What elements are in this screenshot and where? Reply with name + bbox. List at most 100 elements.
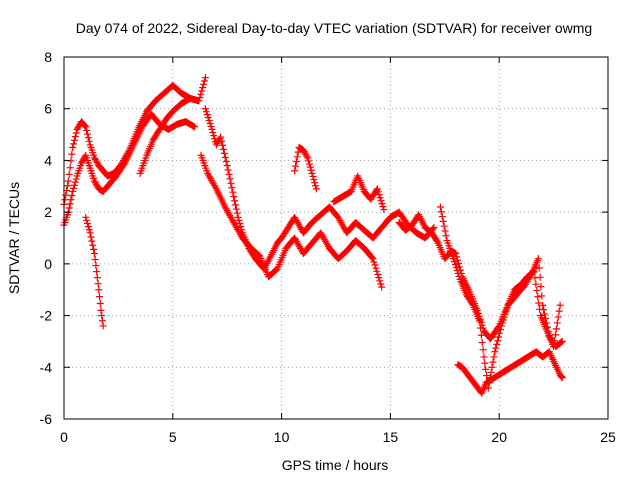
data-point: [369, 255, 377, 263]
data-point: [232, 205, 240, 213]
data-point: [439, 217, 447, 225]
data-point: [500, 313, 508, 321]
series-track-f: [197, 151, 386, 291]
data-point: [371, 261, 379, 269]
data-point: [70, 184, 78, 192]
data-point: [380, 206, 388, 214]
data-point: [455, 263, 463, 271]
series-track-b: [60, 110, 199, 229]
data-point: [481, 359, 489, 367]
data-point: [304, 154, 312, 162]
data-point: [305, 157, 313, 165]
data-point: [96, 300, 104, 308]
y-axis-label: SDTVAR / TECUs: [6, 182, 22, 294]
data-point: [63, 182, 71, 190]
data-point: [82, 123, 90, 131]
data-point: [84, 134, 92, 142]
data-point: [72, 129, 80, 137]
data-point: [66, 164, 74, 172]
data-point: [222, 158, 230, 166]
data-point: [203, 111, 211, 119]
data-point: [293, 153, 301, 161]
series-track-k: [454, 348, 566, 397]
data-point: [196, 94, 204, 102]
data-point: [92, 262, 100, 270]
data-point: [368, 254, 376, 262]
data-point: [220, 149, 228, 157]
data-point: [377, 280, 385, 288]
data-point: [84, 130, 92, 138]
series-track-g: [291, 144, 320, 193]
data-point: [219, 145, 227, 153]
data-point: [70, 181, 78, 189]
data-point: [558, 374, 566, 382]
data-point: [537, 283, 545, 291]
data-point: [201, 77, 209, 85]
data-point: [489, 358, 497, 366]
data-point: [291, 167, 299, 175]
data-point: [551, 331, 559, 339]
data-point: [68, 192, 76, 200]
data-point: [442, 232, 450, 240]
data-point: [97, 306, 105, 314]
data-point: [70, 140, 78, 148]
data-point: [370, 258, 378, 266]
data-point: [494, 337, 502, 345]
data-point: [454, 269, 462, 277]
data-point: [310, 176, 318, 184]
data-point: [372, 264, 380, 272]
series-track-c: [82, 213, 107, 330]
data-point: [441, 227, 449, 235]
x-tick-label: 10: [274, 429, 290, 445]
data-point: [204, 114, 212, 122]
data-point: [539, 301, 547, 309]
data-point: [533, 286, 541, 294]
data-point: [201, 74, 209, 82]
data-point: [235, 216, 243, 224]
x-tick-label: 15: [383, 429, 399, 445]
axis-ticks: 0 5 10 15 20 25 -6 -4 -2 0 2 4 6 8: [40, 49, 616, 445]
y-tick-label: -4: [40, 359, 53, 375]
data-point: [553, 319, 561, 327]
data-point: [535, 299, 543, 307]
y-tick-label: 8: [44, 49, 52, 65]
data-point: [225, 170, 233, 178]
data-point: [90, 250, 98, 258]
data-point: [201, 105, 209, 113]
data-point: [378, 283, 386, 291]
data-point: [71, 133, 79, 141]
data-point: [377, 197, 385, 205]
data-point: [451, 261, 459, 269]
data-point: [455, 272, 463, 280]
data-point: [558, 337, 566, 345]
data-point: [542, 315, 550, 323]
data-point: [207, 122, 215, 130]
data-point: [84, 223, 92, 231]
data-point: [228, 184, 236, 192]
data-point: [501, 310, 509, 318]
data-point: [376, 277, 384, 285]
data-point: [65, 170, 73, 178]
data-point: [534, 255, 542, 263]
data-point: [62, 191, 70, 199]
data-point: [477, 318, 485, 326]
data-point: [530, 268, 538, 276]
series-track-h: [330, 172, 388, 214]
data-point: [374, 188, 382, 196]
data-point: [529, 268, 537, 276]
data-point: [83, 216, 91, 224]
data-point: [430, 224, 438, 232]
data-point: [98, 312, 106, 320]
data-point: [233, 209, 241, 217]
data-point: [484, 384, 492, 392]
data-point: [379, 203, 387, 211]
data-point: [234, 213, 242, 221]
y-tick-label: 4: [44, 152, 52, 168]
data-point: [205, 117, 213, 125]
data-point: [227, 179, 235, 187]
data-point: [454, 259, 462, 267]
data-point: [236, 220, 244, 228]
data-point: [200, 80, 208, 88]
data-point: [492, 344, 500, 352]
y-tick-label: 2: [44, 204, 52, 220]
